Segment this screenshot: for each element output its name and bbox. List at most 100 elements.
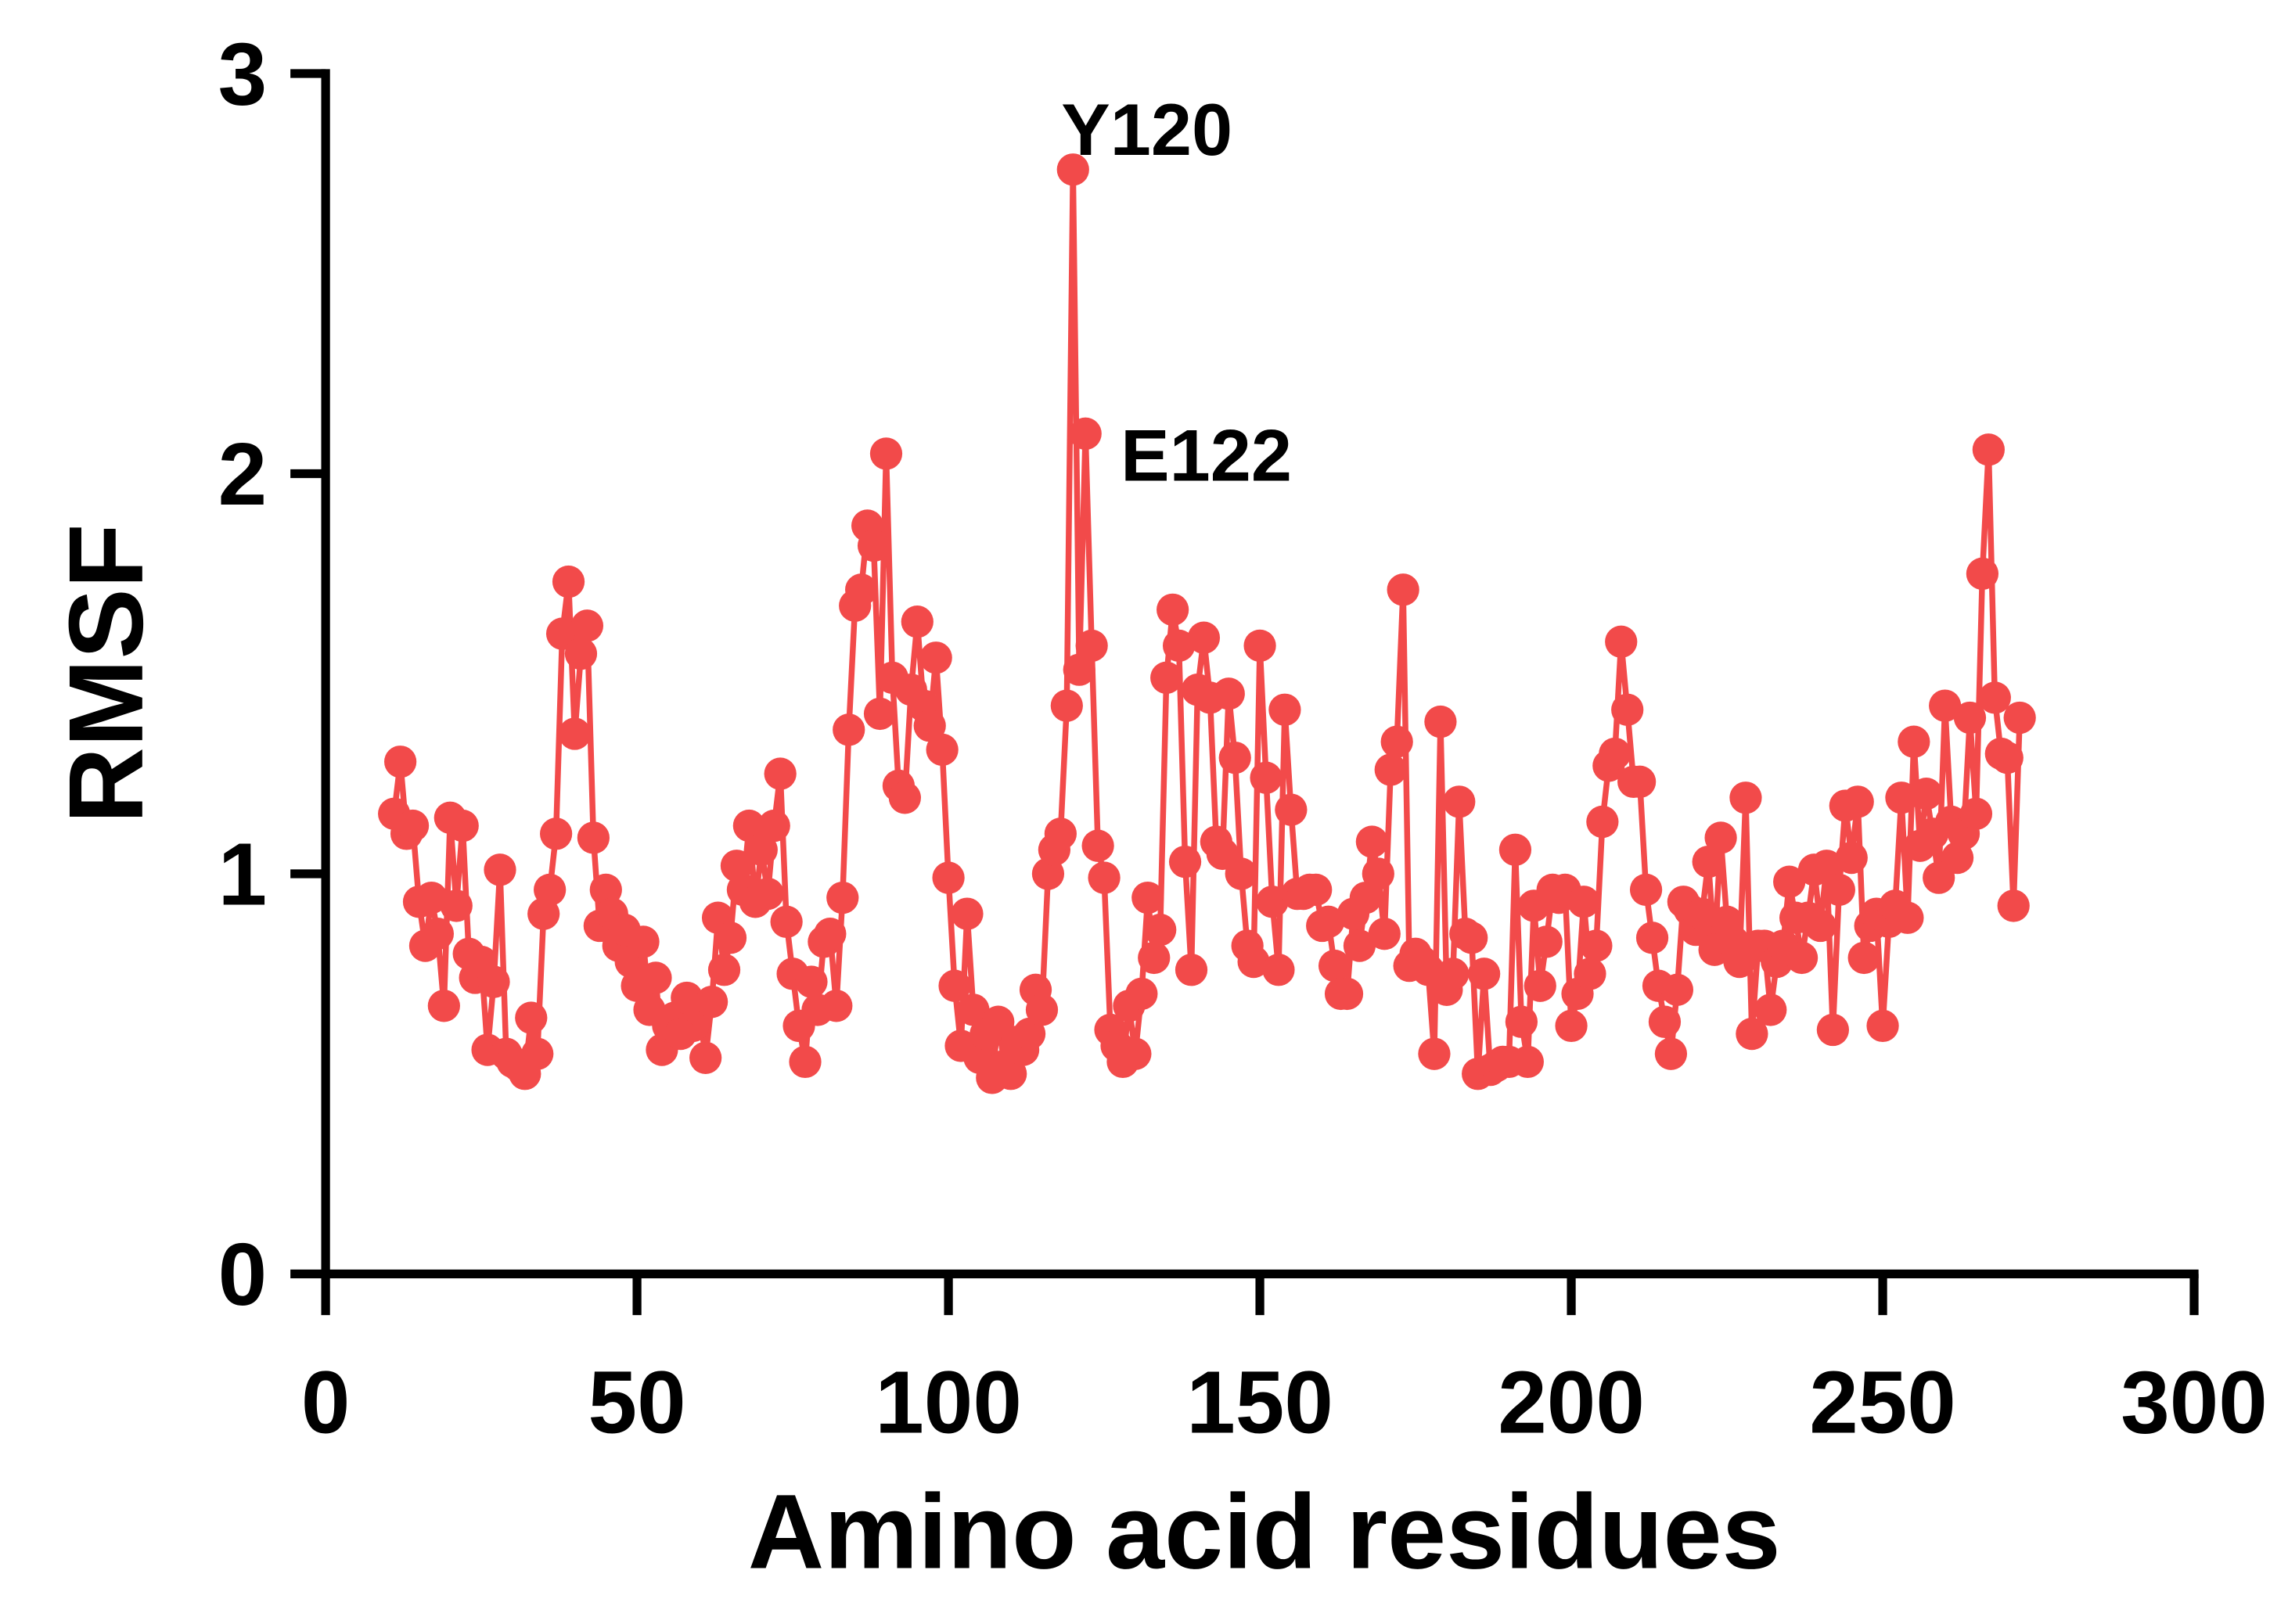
annotation: E122	[1121, 414, 1292, 496]
data-point	[552, 565, 585, 598]
data-point	[714, 922, 747, 954]
data-point	[1243, 629, 1276, 663]
data-point	[1624, 765, 1657, 799]
data-point	[627, 925, 660, 958]
data-point	[1157, 593, 1189, 627]
data-point	[1119, 1037, 1152, 1070]
data-point	[1605, 625, 1638, 659]
data-point	[1013, 1017, 1046, 1051]
x-tick-label: 0	[301, 1353, 351, 1451]
data-point	[926, 733, 959, 767]
data-point	[770, 905, 803, 939]
data-point	[1654, 1037, 1688, 1070]
data-point	[1978, 681, 2011, 714]
data-point	[1754, 993, 1787, 1026]
data-point	[477, 965, 510, 998]
data-point	[1088, 861, 1121, 894]
data-point	[1729, 781, 1762, 814]
data-point	[1611, 693, 1644, 726]
data-point	[1966, 557, 1999, 591]
data-point	[1300, 873, 1333, 907]
data-point	[1773, 865, 1806, 898]
data-point	[1380, 725, 1413, 758]
data-point	[751, 877, 784, 911]
data-point	[789, 1045, 822, 1079]
x-tick-label: 100	[875, 1353, 1022, 1451]
data-point	[1530, 925, 1563, 958]
data-point	[1212, 677, 1245, 710]
data-point	[1959, 797, 1993, 830]
data-point	[795, 965, 828, 998]
data-point	[1150, 661, 1183, 695]
data-point	[1953, 701, 1987, 735]
data-point	[570, 609, 604, 642]
data-point	[2003, 701, 2036, 735]
data-point	[1256, 886, 1289, 918]
data-point	[415, 881, 448, 914]
data-point	[1660, 973, 1693, 1006]
data-point	[440, 889, 473, 922]
data-point	[1312, 905, 1345, 939]
data-point	[1455, 922, 1488, 954]
data-point	[1586, 805, 1619, 839]
data-point	[1972, 433, 2005, 466]
y-tick-label: 2	[218, 425, 268, 523]
data-point	[1268, 693, 1301, 726]
data-point	[1044, 817, 1077, 850]
data-point	[1418, 1037, 1451, 1070]
data-point	[901, 605, 934, 638]
x-tick-label: 50	[588, 1353, 686, 1451]
data-point	[1075, 629, 1108, 663]
data-point	[384, 746, 417, 778]
data-point	[1847, 941, 1880, 975]
data-point	[1910, 777, 1943, 810]
data-point	[1138, 941, 1171, 975]
data-point	[1218, 741, 1251, 774]
data-point	[1056, 153, 1089, 186]
data-point	[1424, 705, 1457, 738]
data-point	[1225, 857, 1257, 890]
data-point	[1498, 833, 1532, 866]
data-point	[1580, 929, 1613, 962]
data-point	[1567, 886, 1600, 918]
data-point	[913, 710, 946, 742]
data-point	[1443, 785, 1476, 818]
data-point	[689, 1041, 722, 1074]
data-point	[695, 985, 728, 1019]
data-point	[1685, 897, 1718, 930]
data-point	[1468, 958, 1501, 990]
data-point	[1635, 922, 1669, 954]
data-point	[1343, 929, 1376, 962]
x-axis-title: Amino acid residues	[748, 1472, 1781, 1590]
data-point	[1505, 1005, 1538, 1038]
data-point	[1175, 954, 1208, 986]
data-point	[820, 990, 853, 1022]
data-point	[396, 809, 430, 843]
data-point	[1362, 857, 1394, 890]
data-point	[1692, 845, 1725, 878]
annotation: Y120	[1061, 88, 1232, 171]
data-point	[1318, 949, 1351, 983]
data-point	[707, 954, 741, 986]
data-point	[845, 573, 878, 606]
data-point	[1250, 761, 1283, 794]
data-point	[957, 993, 990, 1026]
data-point	[1835, 841, 1868, 875]
data-point	[639, 961, 672, 994]
data-point	[577, 821, 610, 854]
data-point	[1330, 977, 1364, 1011]
data-point	[757, 809, 790, 843]
data-point	[558, 717, 592, 750]
x-tick-label: 200	[1498, 1353, 1645, 1451]
y-tick-label: 1	[218, 825, 268, 923]
data-point	[427, 990, 460, 1022]
data-point	[1555, 1009, 1588, 1043]
data-point	[869, 437, 903, 470]
data-point	[938, 969, 971, 1002]
data-point	[857, 529, 890, 562]
data-point	[1524, 969, 1556, 1002]
data-point	[1237, 945, 1270, 979]
data-point	[1275, 793, 1308, 826]
